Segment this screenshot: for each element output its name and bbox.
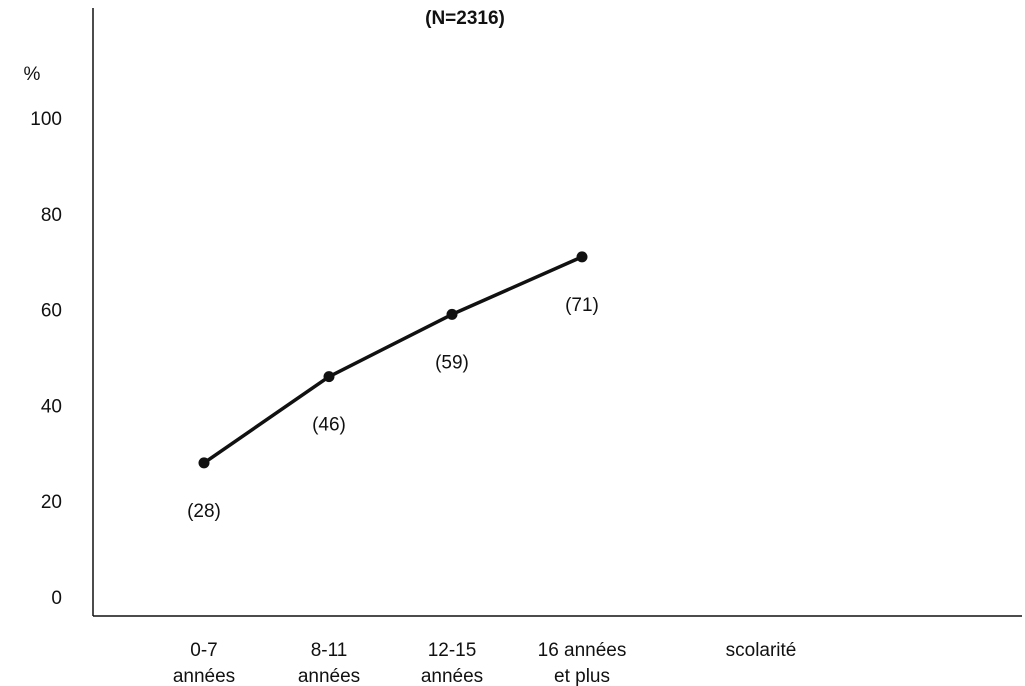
data-label: (28) <box>187 501 221 522</box>
y-tick-label: 60 <box>41 301 62 322</box>
x-tick-label: années <box>298 666 360 686</box>
x-tick-labels: 0-7 années 8-11 années 12-15 années 16 années e… <box>173 640 627 686</box>
data-label: (71) <box>565 295 599 316</box>
x-tick-label: 12-15 <box>428 640 477 661</box>
y-tick-label: 80 <box>41 205 62 226</box>
y-tick-label: 0 <box>51 588 62 609</box>
y-tick-label: 40 <box>41 396 62 417</box>
x-tick-label: et plus <box>554 666 610 686</box>
x-tick-label: 16 années <box>538 640 627 661</box>
y-tick-labels: 0 20 40 60 80 100 <box>30 109 62 609</box>
y-tick-label: 100 <box>30 109 62 130</box>
y-tick-label: 20 <box>41 492 62 513</box>
x-tick-label: 0-7 <box>190 640 217 661</box>
x-tick-label: 8-11 <box>311 640 348 661</box>
data-point <box>323 371 335 383</box>
chart-title: (N=2316) <box>425 8 505 29</box>
data-label: (59) <box>435 352 469 373</box>
data-label: (46) <box>312 415 346 436</box>
y-axis-unit-label: % <box>24 64 41 85</box>
series-group: (28) (46) (59) (71) <box>187 251 599 522</box>
series-line <box>203 255 583 465</box>
x-axis-label: scolarité <box>726 640 797 661</box>
data-point <box>198 457 210 469</box>
data-point <box>446 308 458 320</box>
x-tick-label: années <box>421 666 483 686</box>
x-tick-label: années <box>173 666 235 686</box>
data-point <box>576 251 588 263</box>
